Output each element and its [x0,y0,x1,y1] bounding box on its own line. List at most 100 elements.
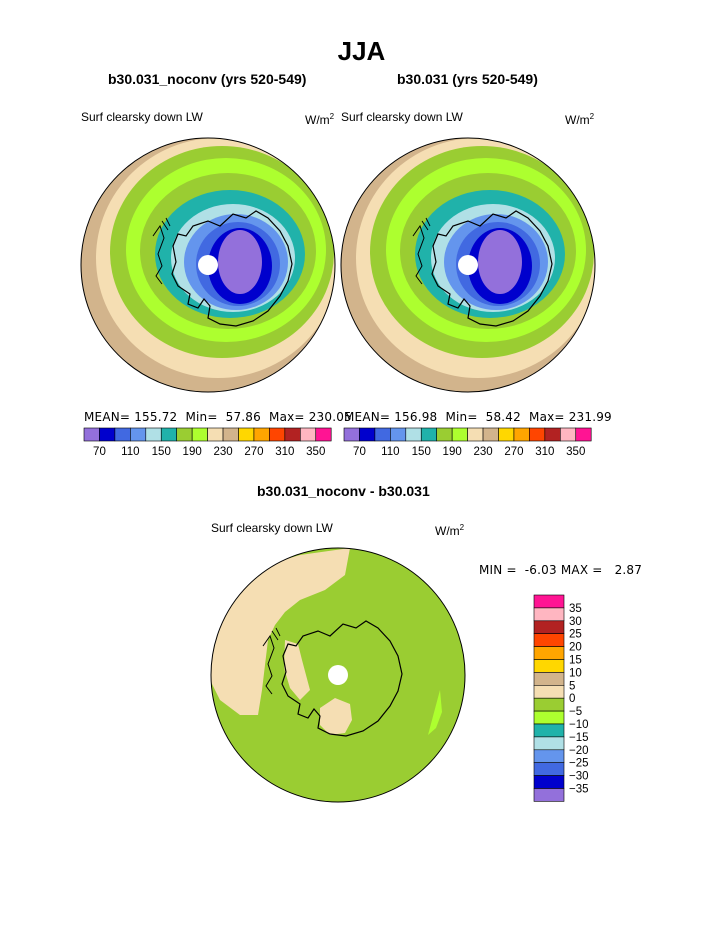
panel3-map [211,548,465,802]
colorbar-tick-label: 230 [213,446,232,458]
colorbar-swatch [533,633,565,647]
colorbar-tick-label: 25 [569,629,582,641]
colorbar-tick-label: 270 [504,446,523,458]
colorbar-swatch [533,672,565,686]
panel3-max: 2.87 [614,563,643,577]
colorbar-swatch [343,427,360,442]
colorbar-swatch [533,684,565,699]
panel1-map [81,138,335,392]
panel2-max: 231.99 [568,410,612,424]
colorbar-tick-label: 70 [93,446,106,458]
colorbar-swatch [533,775,565,789]
colorbar-swatch [533,710,565,725]
panel2-colorbar: 70 110 150 190 230 270 310 350 [343,427,592,458]
colorbar-swatch [533,749,565,763]
panel1-map-border [80,137,336,393]
colorbar-tick-label: 35 [569,603,582,615]
colorbar-swatch [207,427,224,442]
panel1-min-label: Min= [185,410,218,424]
colorbar-tick-label: 190 [443,446,462,458]
colorbar-swatch [374,427,391,442]
panel2-mean: 156.98 [394,410,438,424]
colorbar-swatch [405,427,422,442]
colorbar-swatch [359,427,376,442]
colorbar-tick-label: −25 [569,758,589,770]
colorbar-swatch [498,427,515,442]
panel3-max-label: MAX = [560,563,603,577]
colorbar-swatch [390,427,407,442]
colorbar-tick-label: 150 [152,446,171,458]
colorbar-swatch [269,427,286,442]
colorbar-swatch [160,427,177,442]
panel2-min-label: Min= [445,410,478,424]
colorbar-tick-label: 10 [569,667,582,679]
colorbar-swatch [191,427,208,442]
colorbar-swatch [436,427,453,442]
colorbar-swatch [222,427,239,442]
colorbar-swatch [544,427,561,442]
panel1-max: 230.05 [308,410,352,424]
colorbar-swatch [533,788,565,802]
colorbar-tick-label: 5 [569,680,575,692]
panel2-units: W/m2 [565,112,595,127]
panel2-mean-label: MEAN= [344,410,391,424]
colorbar-tick-label: 310 [275,446,294,458]
panel1-units: W/m2 [305,112,335,127]
colorbar-swatch [575,427,592,442]
colorbar-swatch [533,594,565,609]
panel2-map-border [340,137,596,393]
colorbar-swatch [529,427,546,442]
colorbar-tick-label: 20 [569,642,582,654]
panel1-mean: 155.72 [134,410,178,424]
panel3-stats: MIN = -6.03 MAX = 2.87 [479,563,642,577]
colorbar-tick-label: −20 [569,745,589,757]
colorbar-swatch [238,427,255,442]
colorbar-swatch [130,427,147,442]
colorbar-tick-label: 110 [121,446,139,458]
colorbar-tick-label: 190 [183,446,202,458]
colorbar-tick-label: 230 [473,446,492,458]
panel3-min-label: MIN = [479,563,517,577]
panel2-min: 58.42 [485,410,521,424]
colorbar-swatch [533,620,565,634]
panel1-max-label: Max= [269,410,305,424]
panel1-mean-label: MEAN= [84,410,131,424]
panel3-units: W/m2 [435,523,465,538]
colorbar-tick-label: 270 [244,446,263,458]
colorbar-swatch [176,427,193,442]
colorbar-swatch [451,427,468,442]
panel2-max-label: Max= [529,410,565,424]
colorbar-swatch [284,427,301,442]
colorbar-swatch [533,736,565,751]
colorbar-swatch [533,646,565,660]
colorbar-tick-label: −10 [569,719,589,731]
panel1-title: b30.031_noconv (yrs 520-549) [108,71,307,87]
panel2-stats: MEAN= 156.98 Min= 58.42 Max= 231.99 [344,410,612,424]
colorbar-tick-label: −15 [569,732,589,744]
colorbar-swatch [114,427,131,442]
colorbar-swatch [467,427,484,442]
colorbar-swatch [315,427,332,442]
colorbar-swatch [99,427,116,442]
colorbar-tick-label: 350 [306,446,325,458]
colorbar-swatch [83,427,100,442]
panel3-title: b30.031_noconv - b30.031 [257,483,430,499]
colorbar-swatch [482,427,499,442]
colorbar-tick-label: 110 [381,446,399,458]
panel1-variable-label: Surf clearsky down LW [81,110,203,124]
panel3-map-border [210,547,466,803]
colorbar-tick-label: 30 [569,616,582,628]
colorbar-tick-label: −5 [569,706,582,718]
colorbar-swatch [299,427,317,442]
panel1-min: 57.86 [225,410,261,424]
colorbar-tick-label: −30 [569,771,589,783]
colorbar-swatch [533,659,565,673]
colorbar-tick-label: 350 [566,446,585,458]
colorbar-tick-label: 150 [412,446,431,458]
colorbar-swatch [533,723,565,738]
colorbar-swatch [513,427,530,442]
panel3-min: -6.03 [524,563,557,577]
colorbar-tick-label: 15 [569,655,582,667]
